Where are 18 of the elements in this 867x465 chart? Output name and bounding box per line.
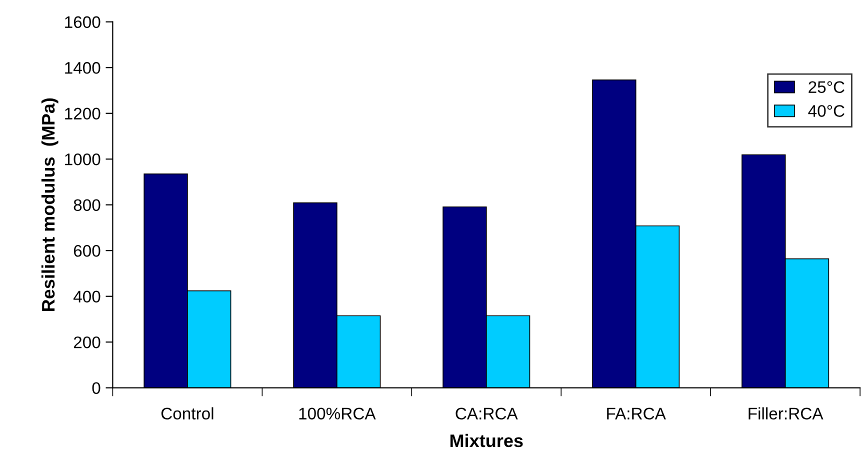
x-tick-label: 100%RCA bbox=[299, 408, 376, 420]
legend-label: 25°C bbox=[808, 81, 844, 94]
y-axis-title: Resilient modulus (MPa) bbox=[41, 98, 58, 311]
x-tick-label: FA:RCA bbox=[607, 408, 666, 420]
y-tick-label: 1400 bbox=[65, 62, 100, 74]
y-tick-label: 0 bbox=[92, 382, 100, 394]
x-tick-label: Filler:RCA bbox=[748, 407, 824, 420]
y-tick-label: 1000 bbox=[65, 153, 100, 166]
y-tick-label: 800 bbox=[74, 199, 100, 212]
legend-label: 40°C bbox=[808, 105, 844, 117]
y-tick-label: 600 bbox=[74, 244, 100, 257]
x-tick-label: Control bbox=[161, 407, 214, 420]
y-tick-label: 1600 bbox=[65, 16, 100, 28]
y-tick-label: 200 bbox=[74, 336, 100, 348]
y-tick-label: 1200 bbox=[65, 108, 100, 120]
x-axis-title: Mixtures bbox=[450, 434, 523, 448]
y-tick-label: 400 bbox=[73, 290, 100, 303]
x-tick-label: CA:RCA bbox=[456, 408, 518, 420]
